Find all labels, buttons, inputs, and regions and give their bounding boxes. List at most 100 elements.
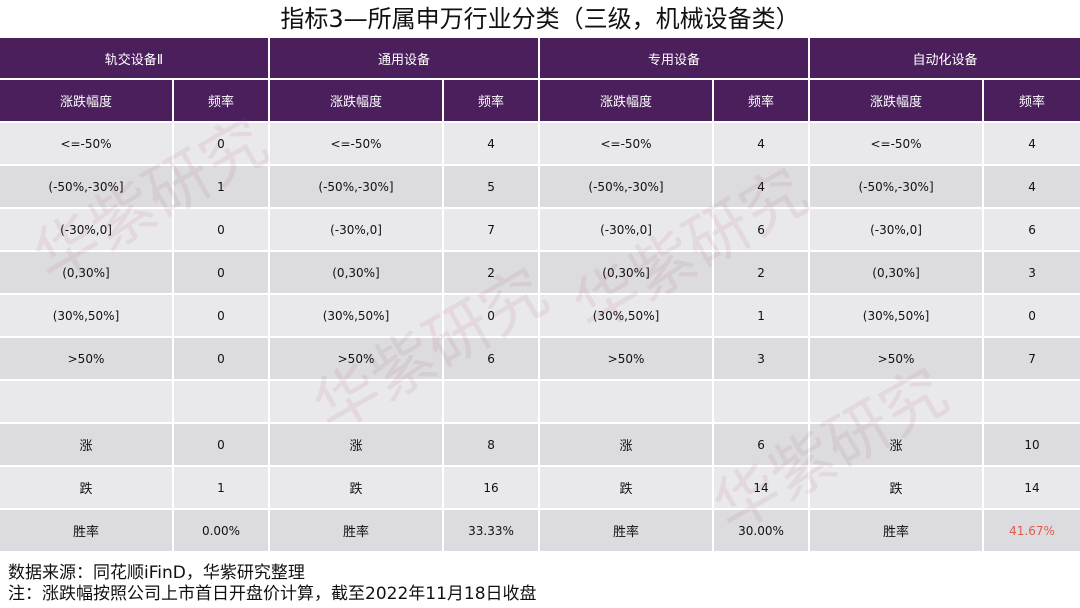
range-cell: >50% — [540, 338, 715, 381]
range-cell — [540, 381, 715, 424]
freq-cell — [174, 381, 270, 424]
freq-cell: 10 — [984, 424, 1080, 467]
col-range-header: 涨跌幅度 — [540, 80, 715, 123]
freq-cell: 3 — [984, 252, 1080, 295]
range-cell: 跌 — [270, 467, 444, 510]
freq-cell: 14 — [984, 467, 1080, 510]
freq-cell: 1 — [174, 166, 270, 209]
col-freq-header: 频率 — [174, 80, 270, 123]
range-cell: (-50%,-30%] — [0, 166, 174, 209]
winrate-highlight-cell: 41.67% — [984, 510, 1080, 553]
range-cell: (0,30%] — [540, 252, 715, 295]
freq-cell: 6 — [984, 209, 1080, 252]
col-range-header: 涨跌幅度 — [810, 80, 985, 123]
source-note: 数据来源：同花顺iFinD，华紫研究整理 — [8, 563, 305, 583]
table-row: (-30%,0] 0 (-30%,0] 7 (-30%,0] 6 (-30%,0… — [0, 209, 1080, 252]
range-cell: 涨 — [0, 424, 174, 467]
range-cell: 胜率 — [0, 510, 174, 553]
range-cell: 涨 — [270, 424, 444, 467]
industry-table: 轨交设备Ⅱ 通用设备 专用设备 自动化设备 涨跌幅度 频率 涨跌幅度 频率 涨跌… — [0, 38, 1080, 553]
freq-cell: 3 — [714, 338, 811, 381]
range-cell: (30%,50%] — [0, 295, 174, 338]
group-header-0: 轨交设备Ⅱ — [0, 38, 270, 80]
freq-cell: 4 — [714, 166, 811, 209]
range-cell: 跌 — [0, 467, 174, 510]
range-cell: 胜率 — [540, 510, 715, 553]
range-cell: >50% — [810, 338, 985, 381]
range-cell: (30%,50%] — [540, 295, 715, 338]
freq-cell: 6 — [714, 424, 811, 467]
freq-cell — [984, 381, 1080, 424]
freq-cell: 33.33% — [444, 510, 541, 553]
range-cell: (-30%,0] — [810, 209, 985, 252]
freq-cell: 0.00% — [174, 510, 270, 553]
page-title: 指标3—所属申万行业分类（三级，机械设备类） — [280, 5, 800, 33]
range-cell: <=-50% — [270, 123, 444, 166]
table-row: (30%,50%] 0 (30%,50%] 0 (30%,50%] 1 (30%… — [0, 295, 1080, 338]
range-cell: >50% — [270, 338, 444, 381]
table-row-empty — [0, 381, 1080, 424]
freq-cell: 6 — [444, 338, 541, 381]
range-cell: (-30%,0] — [0, 209, 174, 252]
col-freq-header: 频率 — [444, 80, 541, 123]
range-cell: 跌 — [540, 467, 715, 510]
range-cell: 胜率 — [810, 510, 985, 553]
range-cell: (-50%,-30%] — [270, 166, 444, 209]
freq-cell: 30.00% — [714, 510, 811, 553]
freq-cell: 0 — [444, 295, 541, 338]
range-cell: <=-50% — [810, 123, 985, 166]
range-cell: 跌 — [810, 467, 985, 510]
freq-cell: 2 — [444, 252, 541, 295]
range-cell: (-50%,-30%] — [540, 166, 715, 209]
group-header-3: 自动化设备 — [810, 38, 1080, 80]
freq-cell: 2 — [714, 252, 811, 295]
table-row: (-50%,-30%] 1 (-50%,-30%] 5 (-50%,-30%] … — [0, 166, 1080, 209]
col-freq-header: 频率 — [984, 80, 1080, 123]
freq-cell: 1 — [174, 467, 270, 510]
freq-cell: 4 — [714, 123, 811, 166]
freq-cell: 6 — [714, 209, 811, 252]
range-cell: >50% — [0, 338, 174, 381]
range-cell: (-30%,0] — [270, 209, 444, 252]
freq-cell — [444, 381, 541, 424]
table-row-rise: 涨 0 涨 8 涨 6 涨 10 — [0, 424, 1080, 467]
freq-cell: 4 — [984, 123, 1080, 166]
table-row: >50% 0 >50% 6 >50% 3 >50% 7 — [0, 338, 1080, 381]
freq-cell: 4 — [984, 166, 1080, 209]
range-cell: (0,30%] — [270, 252, 444, 295]
freq-cell: 7 — [984, 338, 1080, 381]
freq-cell — [714, 381, 811, 424]
freq-cell: 8 — [444, 424, 541, 467]
group-header-row: 轨交设备Ⅱ 通用设备 专用设备 自动化设备 — [0, 38, 1080, 80]
table-row: (0,30%] 0 (0,30%] 2 (0,30%] 2 (0,30%] 3 — [0, 252, 1080, 295]
freq-cell: 0 — [174, 424, 270, 467]
col-freq-header: 频率 — [714, 80, 811, 123]
range-cell: (0,30%] — [0, 252, 174, 295]
col-range-header: 涨跌幅度 — [0, 80, 174, 123]
freq-cell: 0 — [174, 338, 270, 381]
freq-cell: 4 — [444, 123, 541, 166]
freq-cell: 0 — [984, 295, 1080, 338]
range-cell: 涨 — [540, 424, 715, 467]
freq-cell: 0 — [174, 295, 270, 338]
table-row-winrate: 胜率 0.00% 胜率 33.33% 胜率 30.00% 胜率 41.67% — [0, 510, 1080, 553]
range-cell: (30%,50%] — [270, 295, 444, 338]
range-cell: (-30%,0] — [540, 209, 715, 252]
freq-cell: 0 — [174, 209, 270, 252]
group-header-1: 通用设备 — [270, 38, 541, 80]
freq-cell: 14 — [714, 467, 811, 510]
range-cell: 涨 — [810, 424, 985, 467]
range-cell: (-50%,-30%] — [810, 166, 985, 209]
freq-cell: 5 — [444, 166, 541, 209]
table-row: <=-50% 0 <=-50% 4 <=-50% 4 <=-50% 4 — [0, 123, 1080, 166]
range-cell: (30%,50%] — [810, 295, 985, 338]
range-cell: (0,30%] — [810, 252, 985, 295]
col-range-header: 涨跌幅度 — [270, 80, 444, 123]
freq-cell: 16 — [444, 467, 541, 510]
table-row-fall: 跌 1 跌 16 跌 14 跌 14 — [0, 467, 1080, 510]
freq-cell: 7 — [444, 209, 541, 252]
column-header-row: 涨跌幅度 频率 涨跌幅度 频率 涨跌幅度 频率 涨跌幅度 频率 — [0, 80, 1080, 123]
freq-cell: 1 — [714, 295, 811, 338]
range-cell — [0, 381, 174, 424]
range-cell — [810, 381, 985, 424]
